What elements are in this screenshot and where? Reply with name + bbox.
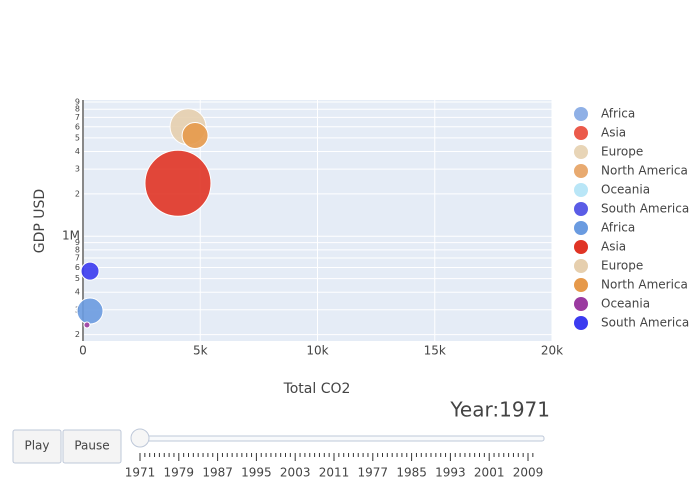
slider-handle[interactable]	[130, 428, 150, 448]
y-tick-label: 9	[75, 238, 80, 247]
legend-label[interactable]: Africa	[601, 107, 635, 121]
legend-label[interactable]: Oceania	[601, 183, 650, 197]
x-tick-label: 20k	[541, 344, 563, 358]
slider-tick-label[interactable]: 2009	[513, 466, 544, 480]
slider-tick-label[interactable]: 1987	[202, 466, 233, 480]
y-tick-label: 8	[75, 105, 80, 114]
x-axis-title: Total CO2	[283, 381, 351, 397]
legend-label[interactable]: Africa	[601, 221, 635, 235]
slider-tick-label[interactable]: 2001	[474, 466, 505, 480]
bubble	[181, 122, 209, 150]
legend-label[interactable]: North America	[601, 164, 688, 178]
slider-label: Year:1971	[449, 398, 550, 422]
button-bg[interactable]	[12, 429, 62, 464]
legend-label[interactable]: Asia	[601, 240, 626, 254]
legend-marker[interactable]	[574, 107, 588, 121]
y-tick-label: 7	[75, 113, 80, 122]
bubble	[80, 261, 100, 281]
legend-marker[interactable]	[574, 240, 588, 254]
legend-marker[interactable]	[574, 164, 588, 178]
legend-marker[interactable]	[574, 316, 588, 330]
legend-marker[interactable]	[574, 221, 588, 235]
slider-tick-label[interactable]: 1985	[396, 466, 427, 480]
play-button[interactable]: Play	[12, 429, 62, 464]
legend-marker[interactable]	[574, 259, 588, 273]
y-axis-title: GDP USD	[32, 189, 48, 253]
slider-tick-label[interactable]: 1971	[125, 466, 156, 480]
x-tick-label: 10k	[306, 344, 328, 358]
x-tick-label: 15k	[424, 344, 446, 358]
y-tick-label: 6	[75, 122, 80, 131]
y-tick-label: 4	[75, 147, 80, 156]
pause-button[interactable]: Pause	[62, 429, 122, 464]
legend-marker[interactable]	[574, 202, 588, 216]
y-tick-label: 5	[75, 133, 80, 142]
bubble	[83, 321, 91, 329]
slider-tick-label[interactable]: 2011	[319, 466, 350, 480]
bubble	[76, 297, 104, 325]
x-tick-label: 5k	[193, 344, 208, 358]
legend-label[interactable]: North America	[601, 278, 688, 292]
y-tick-label: 5	[75, 274, 80, 283]
y-tick-label: 2	[75, 189, 80, 198]
slider-tick-label[interactable]: 1995	[241, 466, 272, 480]
y-tick-label: 6	[75, 263, 80, 272]
legend-marker[interactable]	[574, 297, 588, 311]
legend-marker[interactable]	[574, 145, 588, 159]
legend-label[interactable]: South America	[601, 316, 689, 330]
slider-tick-label[interactable]: 1993	[435, 466, 466, 480]
legend-label[interactable]: Asia	[601, 126, 626, 140]
slider-tick-label[interactable]: 2003	[280, 466, 311, 480]
legend-label[interactable]: Europe	[601, 259, 643, 273]
y-tick-label: 7	[75, 254, 80, 263]
y-tick-label: 2	[75, 330, 80, 339]
slider-rail[interactable]	[139, 435, 545, 442]
y-tick-label: 1M	[62, 229, 80, 243]
button-label[interactable]: Play	[24, 439, 49, 453]
slider-tick-label[interactable]: 1977	[358, 466, 389, 480]
legend-label[interactable]: Europe	[601, 145, 643, 159]
y-tick-label: 8	[75, 245, 80, 254]
legend-marker[interactable]	[574, 183, 588, 197]
button-label[interactable]: Pause	[74, 439, 109, 453]
legend-marker[interactable]	[574, 126, 588, 140]
legend-marker[interactable]	[574, 278, 588, 292]
bubble	[144, 149, 212, 217]
legend-label[interactable]: South America	[601, 202, 689, 216]
y-tick-label: 4	[75, 288, 80, 297]
y-tick-label: 3	[75, 165, 80, 174]
slider-tick-label[interactable]: 1979	[164, 466, 195, 480]
legend-label[interactable]: Oceania	[601, 297, 650, 311]
x-tick-label: 0	[79, 344, 87, 358]
button-bg[interactable]	[62, 429, 122, 464]
y-tick-label: 9	[75, 98, 80, 107]
